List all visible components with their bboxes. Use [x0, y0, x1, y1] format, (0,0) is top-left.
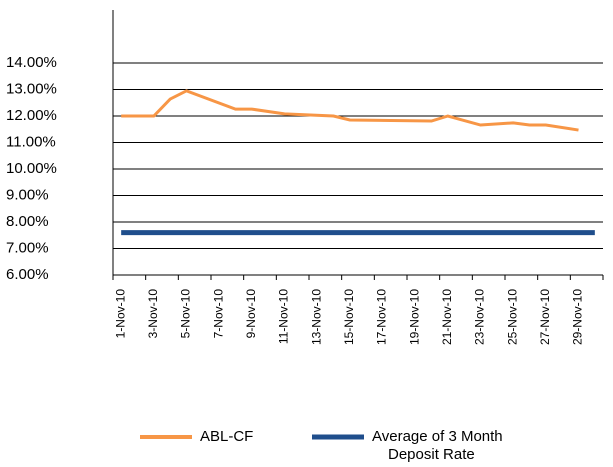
series-line [121, 89, 579, 132]
y-tick-label: 8.00% [6, 213, 49, 230]
legend-label: ABL-CF [200, 428, 253, 445]
x-tick-label: 9-Nov-10 [244, 289, 258, 339]
y-tick-label: 12.00% [6, 107, 57, 124]
y-tick-label: 7.00% [6, 239, 49, 256]
y-tick-label: 14.00% [6, 54, 57, 71]
y-tick-label: 9.00% [6, 186, 49, 203]
x-tick-label: 21-Nov-10 [440, 289, 454, 345]
x-tick-label: 13-Nov-10 [309, 289, 323, 345]
x-tick-label: 23-Nov-10 [473, 289, 487, 345]
x-tick-label: 25-Nov-10 [505, 289, 519, 345]
x-tick-label: 5-Nov-10 [179, 289, 193, 339]
legend-line: Deposit Rate [388, 446, 475, 463]
y-tick-label: 13.00% [6, 80, 57, 97]
x-tick-label: 27-Nov-10 [538, 289, 552, 345]
x-tick-label: 17-Nov-10 [375, 289, 389, 345]
legend-label: Average of 3 Month Deposit Rate [372, 428, 503, 463]
x-tick-label: 11-Nov-10 [277, 289, 291, 344]
x-tick-label: 3-Nov-10 [146, 289, 160, 339]
x-tick-label: 15-Nov-10 [342, 289, 356, 345]
x-tick-label: 1-Nov-10 [113, 289, 127, 339]
y-tick-label: 6.00% [6, 266, 49, 283]
x-tick-label: 29-Nov-10 [571, 289, 585, 345]
x-tick-label: 7-Nov-10 [211, 289, 225, 339]
y-tick-label: 10.00% [6, 160, 57, 177]
y-tick-label: 11.00% [6, 133, 56, 150]
x-tick-label: 19-Nov-10 [407, 289, 421, 345]
legend-line: Average of 3 Month [372, 428, 503, 445]
